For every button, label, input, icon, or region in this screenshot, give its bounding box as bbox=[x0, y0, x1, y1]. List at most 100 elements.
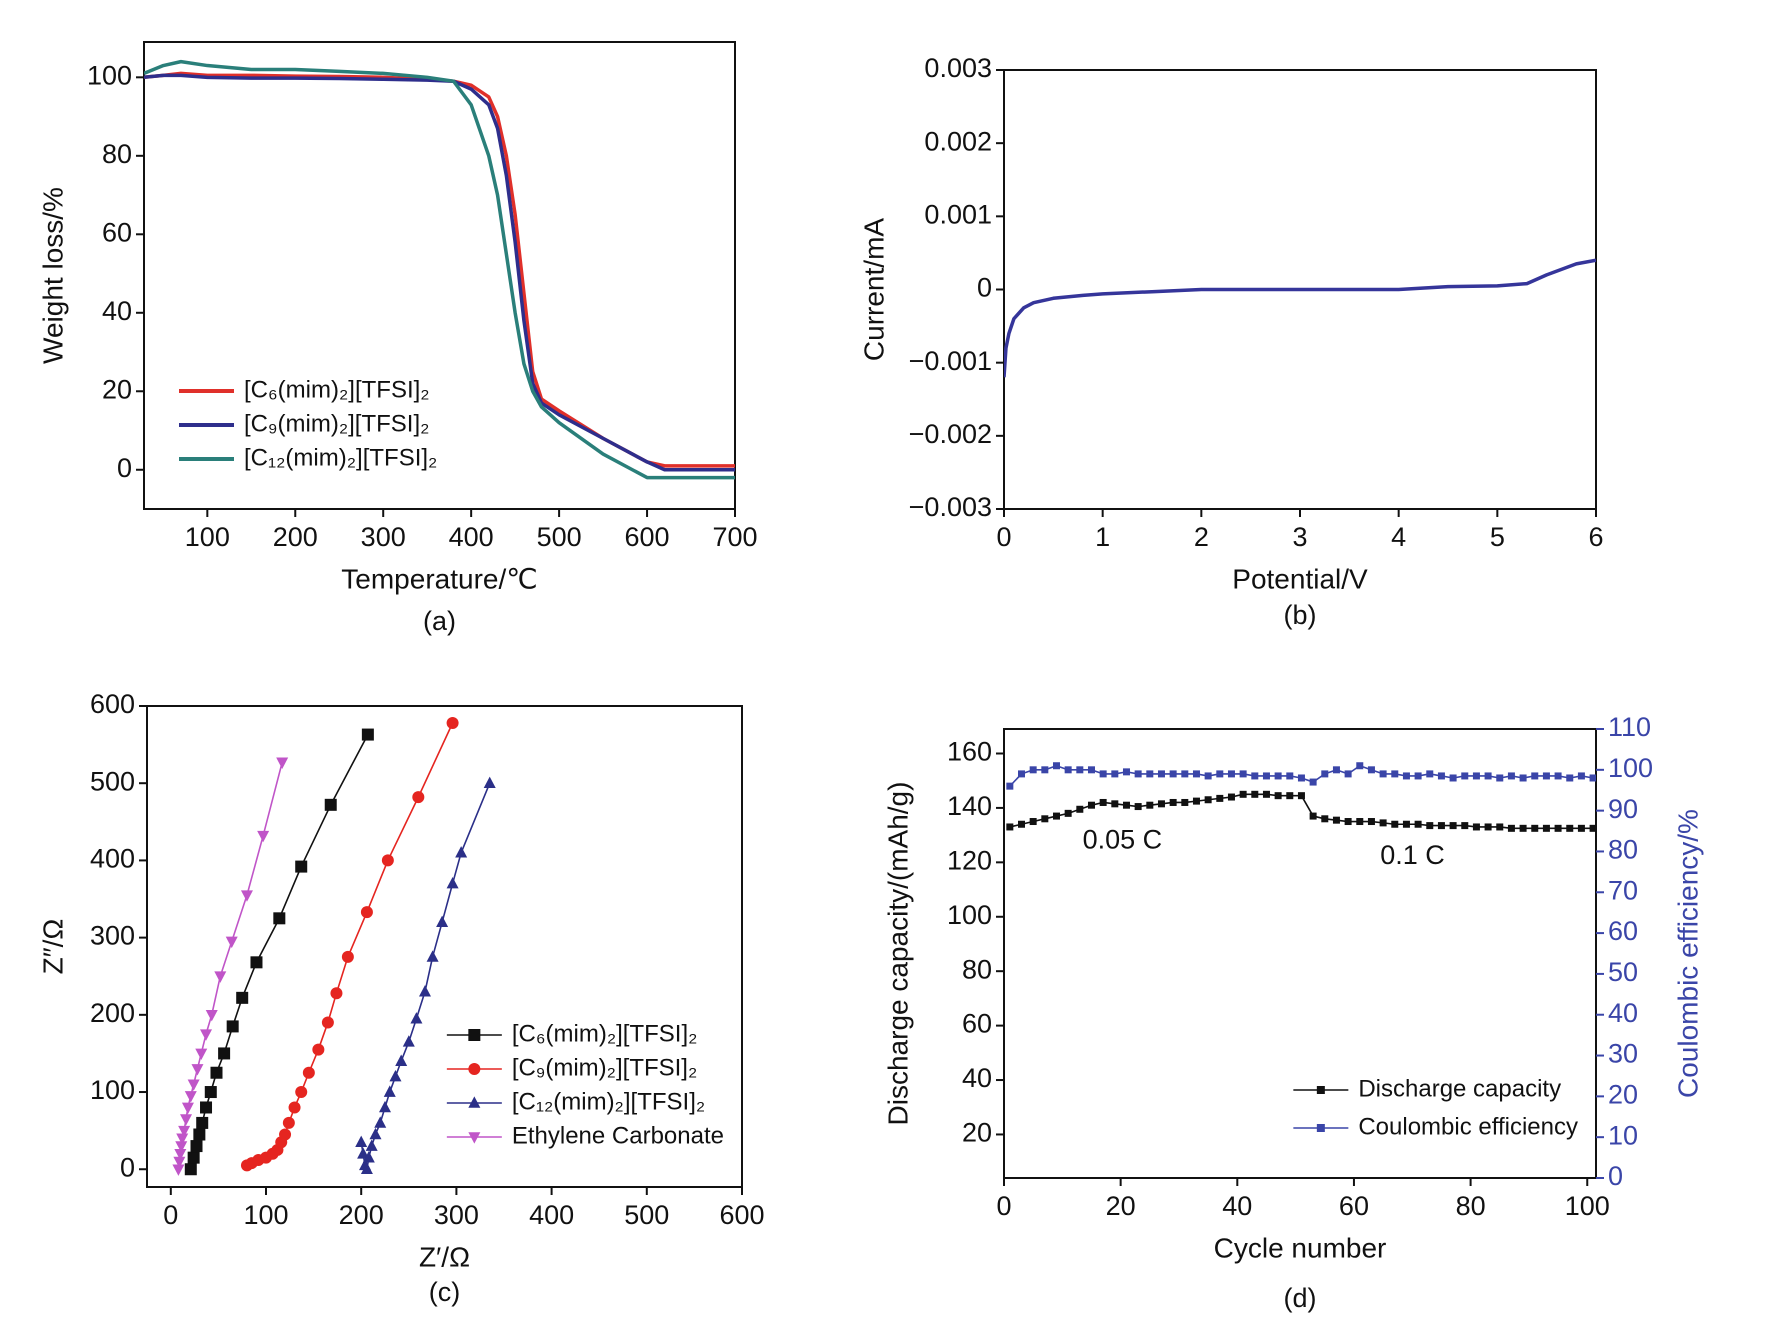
x-tick-label: 5 bbox=[1490, 522, 1505, 552]
y-tick-label: 160 bbox=[947, 737, 992, 767]
y-tick-label: 0.003 bbox=[924, 53, 992, 83]
marker bbox=[468, 1132, 481, 1144]
marker bbox=[1496, 823, 1504, 831]
marker bbox=[468, 1063, 481, 1075]
marker bbox=[250, 956, 263, 969]
plot-frame bbox=[143, 41, 736, 510]
y-tick-label: 140 bbox=[947, 791, 992, 821]
marker bbox=[1519, 774, 1527, 782]
plot-frame bbox=[146, 705, 743, 1188]
marker bbox=[1181, 798, 1189, 806]
x-tick-label: 40 bbox=[1222, 1191, 1252, 1221]
marker bbox=[178, 1125, 191, 1138]
x-tick-label: 300 bbox=[434, 1200, 479, 1230]
x-tick-label: 700 bbox=[712, 522, 757, 552]
y-tick-label: 60 bbox=[962, 1009, 992, 1039]
marker bbox=[383, 1085, 396, 1097]
marker bbox=[1111, 770, 1119, 778]
legend-label: Ethylene Carbonate bbox=[512, 1122, 724, 1149]
marker bbox=[288, 1101, 301, 1114]
series-line bbox=[144, 59, 735, 480]
marker bbox=[324, 798, 337, 811]
marker bbox=[1216, 794, 1224, 802]
legend: [C₆(mim)₂][TFSI]₂ [C₉(mim)₂][TFSI]₂ [C₁₂(m… bbox=[179, 376, 437, 471]
marker bbox=[1356, 818, 1364, 826]
marker bbox=[1496, 774, 1504, 782]
marker bbox=[362, 1151, 375, 1163]
marker bbox=[184, 1091, 197, 1103]
x-tick-label: 500 bbox=[624, 1200, 669, 1230]
y2-tick-label: 110 bbox=[1608, 712, 1651, 742]
marker bbox=[1356, 762, 1364, 770]
marker bbox=[381, 854, 394, 867]
series-line bbox=[144, 71, 735, 468]
marker bbox=[1111, 800, 1119, 808]
marker bbox=[1379, 819, 1387, 827]
x-tick-label: 3 bbox=[1292, 522, 1307, 552]
y2-tick-label: 20 bbox=[1608, 1079, 1638, 1109]
legend-label: [C₁₂(mim)₂][TFSI]₂ bbox=[512, 1088, 705, 1115]
marker bbox=[1006, 782, 1014, 790]
marker bbox=[1472, 772, 1480, 780]
marker bbox=[1344, 818, 1352, 826]
legend-label: [C₉(mim)₂][TFSI]₂ bbox=[512, 1054, 697, 1081]
x-tick-label: 400 bbox=[449, 522, 494, 552]
marker bbox=[1542, 824, 1550, 832]
caption: (c) bbox=[429, 1277, 460, 1307]
marker bbox=[1309, 778, 1317, 786]
marker bbox=[355, 1135, 368, 1148]
marker bbox=[279, 1128, 292, 1141]
marker bbox=[1251, 790, 1259, 798]
y2-tick-label: 100 bbox=[1608, 753, 1653, 783]
marker bbox=[395, 1054, 408, 1066]
marker bbox=[1391, 770, 1399, 778]
y2-axis-label: Coulombic efficiency/% bbox=[1672, 809, 1703, 1098]
marker bbox=[1316, 1124, 1325, 1132]
marker bbox=[295, 1086, 308, 1099]
y2-tick-label: 70 bbox=[1608, 875, 1638, 905]
marker bbox=[360, 1162, 373, 1175]
marker bbox=[446, 876, 459, 889]
marker bbox=[389, 1069, 402, 1082]
marker bbox=[1274, 772, 1282, 780]
marker bbox=[1321, 770, 1329, 778]
marker bbox=[1169, 798, 1177, 806]
marker bbox=[1041, 766, 1049, 774]
plot-area bbox=[1004, 258, 1596, 378]
y-tick-label: 0.002 bbox=[924, 126, 992, 156]
x-axis-label: Cycle number bbox=[1214, 1232, 1387, 1263]
marker bbox=[214, 971, 227, 983]
marker bbox=[1566, 824, 1574, 832]
marker bbox=[1239, 770, 1247, 778]
x-tick-label: 0 bbox=[996, 522, 1011, 552]
x-tick-label: 100 bbox=[1565, 1191, 1610, 1221]
marker bbox=[225, 936, 238, 949]
marker bbox=[210, 1066, 223, 1079]
marker bbox=[312, 1043, 325, 1056]
marker bbox=[1262, 790, 1270, 798]
marker bbox=[1554, 824, 1562, 832]
series-line bbox=[1004, 258, 1596, 378]
marker bbox=[1029, 818, 1037, 826]
marker bbox=[1344, 770, 1352, 778]
legend-label: [C₆(mim)₂][TFSI]₂ bbox=[244, 376, 430, 403]
y-tick-label: 400 bbox=[90, 844, 135, 874]
marker bbox=[273, 912, 286, 925]
marker bbox=[1204, 796, 1212, 804]
marker bbox=[1017, 820, 1025, 828]
y2-tick-label: 10 bbox=[1608, 1120, 1638, 1150]
y-tick-label: −0.002 bbox=[909, 419, 992, 449]
x-axis-label: Z′/Ω bbox=[419, 1241, 470, 1272]
marker bbox=[1321, 815, 1329, 823]
marker bbox=[1216, 770, 1224, 778]
marker bbox=[1297, 774, 1305, 782]
marker bbox=[172, 1164, 185, 1176]
marker bbox=[1402, 820, 1410, 828]
marker bbox=[1099, 798, 1107, 806]
legend-label: Coulombic efficiency bbox=[1358, 1113, 1578, 1140]
marker bbox=[1484, 823, 1492, 831]
x-tick-label: 600 bbox=[719, 1200, 764, 1230]
marker bbox=[418, 985, 431, 997]
marker bbox=[1099, 770, 1107, 778]
